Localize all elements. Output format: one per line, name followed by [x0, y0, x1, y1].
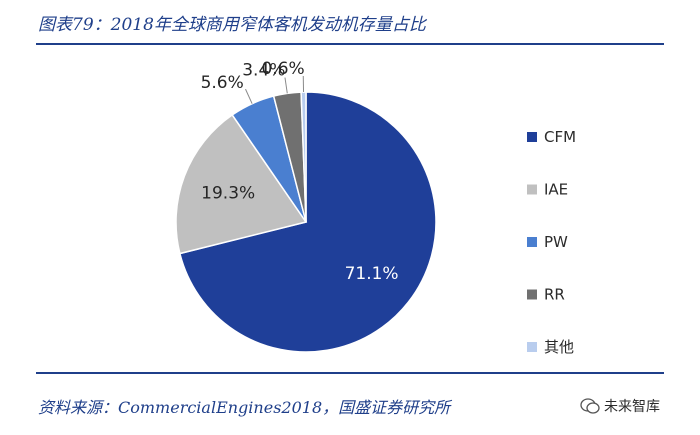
legend-swatch-rr	[527, 289, 537, 300]
leader-line-pw	[245, 88, 253, 104]
watermark: 未来智库	[580, 393, 695, 419]
legend-label-other: 其他	[544, 338, 574, 356]
leader-line-rr	[284, 77, 288, 94]
data-label-pw: 5.6%	[201, 73, 244, 93]
pie-slice-other	[300, 91, 307, 223]
legend-label-pw: PW	[544, 233, 568, 251]
source-note: 资料来源：CommercialEngines2018，国盛证券研究所	[38, 398, 451, 417]
pie-slices	[175, 91, 437, 353]
data-label-cfm: 71.1%	[345, 264, 399, 284]
figure-title: 图表79：2018年全球商用窄体客机发动机存量占比	[38, 15, 426, 35]
data-label-iae: 19.3%	[201, 184, 255, 204]
title-divider	[36, 43, 664, 45]
legend-swatch-pw	[527, 237, 537, 247]
legend-swatch-cfm	[527, 132, 537, 142]
watermark-text: 未来智库	[604, 399, 660, 415]
pie-slice-iae	[175, 113, 308, 255]
source-divider	[36, 372, 664, 374]
legend-label-cfm: CFM	[544, 128, 576, 146]
pie-slice-cfm	[178, 91, 437, 353]
leader-lines	[245, 76, 305, 104]
legend-swatch-iae	[527, 184, 537, 195]
legend-label-rr: RR	[544, 286, 565, 304]
legend: CFM IAE PW RR 其他	[527, 128, 576, 356]
legend-label-iae: IAE	[544, 181, 568, 199]
data-label-rr: 3.4%	[242, 61, 285, 81]
slice-labels: 71.1% 19.3% 5.6%3.4%0.6%	[201, 59, 399, 284]
legend-swatch-other	[527, 342, 537, 352]
data-label-other: 0.6%	[261, 59, 304, 79]
chat-bubble-icon	[580, 398, 600, 414]
